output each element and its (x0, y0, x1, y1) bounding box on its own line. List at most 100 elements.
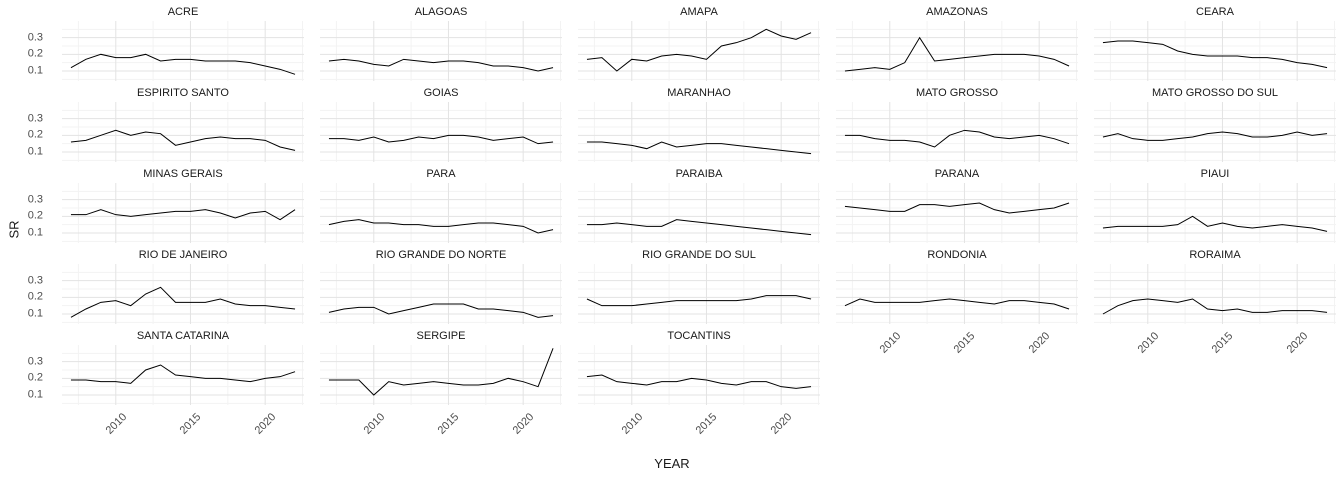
x-tick-label: 2015 (178, 411, 204, 437)
data-line (845, 299, 1069, 309)
data-line (71, 365, 295, 383)
x-tick-label: 2020 (510, 411, 537, 437)
data-line (587, 375, 811, 388)
facet-panel (1094, 21, 1336, 81)
facet-mato-grosso: MATO GROSSO (836, 85, 1078, 166)
x-tick-label: 2010 (619, 411, 646, 437)
x-axis-title: YEAR (654, 456, 690, 471)
facet-title: AMAPA (680, 6, 718, 18)
facet-rio-de-janeiro: RIO DE JANEIRO (62, 247, 304, 328)
facet-row-2: 0.3 0.2 0.1 ESPIRITO SANTO GOIAS MARANHAO MATO… (6, 85, 1336, 166)
y-axis-ticks: 0.3 0.2 0.1 (6, 85, 46, 166)
y-tick-label: 0.1 (27, 145, 43, 158)
facet-title: RIO DE JANEIRO (138, 249, 228, 261)
facet-row-3: 0.3 0.2 0.1 MINAS GERAIS PARA PARAIBA PARANA PI… (6, 166, 1336, 247)
facet-amazonas: AMAZONAS (836, 4, 1078, 85)
facet-row-4: 0.3 0.2 0.1 RIO DE JANEIRO RIO GRANDE DO NOR… (6, 247, 1336, 356)
y-tick-label: 0.2 (27, 128, 43, 141)
x-axis-ticks: 2010 2015 2020 (578, 407, 820, 443)
facet-title: MARANHAO (667, 87, 731, 99)
facet-panel (578, 264, 820, 324)
facet-title: GOIAS (423, 87, 459, 99)
data-line (71, 287, 295, 317)
facet-panel (320, 183, 562, 243)
facet-panel (62, 345, 304, 405)
facet-title: ESPIRITO SANTO (137, 87, 229, 99)
facet-tocantins: TOCANTINS 2010 2015 2020 (578, 328, 820, 445)
data-line (1103, 299, 1327, 314)
facet-title: RIO GRANDE DO SUL (642, 249, 756, 261)
data-line (1103, 132, 1327, 140)
facet-santa-catarina: SANTA CATARINA 2010 2015 2020 (62, 328, 304, 445)
data-line (587, 29, 811, 71)
facet-title: PARA (426, 168, 456, 180)
facet-title: PARANA (934, 168, 980, 180)
facet-acre: ACRE (62, 4, 304, 85)
y-axis-title: SR (6, 220, 22, 239)
facet-title: RORAIMA (1189, 249, 1241, 261)
facet-ceara: CEARA (1094, 4, 1336, 85)
facet-rondonia: RONDONIA 2010 2015 2020 (836, 247, 1078, 356)
facet-panel (62, 102, 304, 162)
facet-panel (62, 21, 304, 81)
y-axis-ticks: 0.3 0.2 0.1 (6, 4, 46, 85)
facet-panel (1094, 264, 1336, 324)
y-tick-label: 0.1 (27, 307, 43, 320)
facet-mato-grosso-do-sul: MATO GROSSO DO SUL (1094, 85, 1336, 166)
facet-panel (1094, 102, 1336, 162)
facet-roraima: RORAIMA 2010 2015 2020 (1094, 247, 1336, 356)
data-line (845, 130, 1069, 147)
data-line (329, 220, 553, 233)
data-line (71, 54, 295, 74)
facet-title: CEARA (1196, 6, 1234, 18)
facet-alagoas: ALAGOAS (320, 4, 562, 85)
data-line (329, 135, 553, 143)
facet-panel (62, 264, 304, 324)
y-tick-label: 0.2 (27, 209, 43, 222)
data-line (1103, 41, 1327, 68)
data-line (71, 130, 295, 150)
facet-panel (62, 183, 304, 243)
data-line (71, 210, 295, 220)
y-tick-label: 0.2 (27, 371, 43, 384)
facet-amapa: AMAPA (578, 4, 820, 85)
data-line (1103, 216, 1327, 231)
y-axis-ticks: 0.3 0.2 0.1 (6, 328, 46, 445)
facet-panel (836, 183, 1078, 243)
facet-title: MINAS GERAIS (143, 168, 223, 180)
facet-panel (1094, 183, 1336, 243)
y-tick-label: 0.1 (27, 226, 43, 239)
facet-title: TOCANTINS (667, 330, 731, 342)
facet-rio-grande-do-norte: RIO GRANDE DO NORTE (320, 247, 562, 328)
y-tick-label: 0.2 (27, 290, 43, 303)
facet-panel (836, 264, 1078, 324)
empty-cell (836, 328, 1078, 445)
facet-panel (320, 21, 562, 81)
x-axis-ticks: 2010 2015 2020 (320, 407, 562, 443)
facet-title: AMAZONAS (926, 6, 988, 18)
x-axis-ticks: 2010 2015 2020 (62, 407, 304, 443)
facet-title: RIO GRANDE DO NORTE (375, 249, 507, 261)
facet-sergipe: SERGIPE 2010 2015 2020 (320, 328, 562, 445)
facet-goias: GOIAS (320, 85, 562, 166)
facet-para: PARA (320, 166, 562, 247)
y-tick-label: 0.1 (27, 64, 43, 77)
x-tick-label: 2015 (694, 411, 720, 437)
facet-title: SERGIPE (416, 330, 466, 342)
y-tick-label: 0.3 (27, 31, 43, 44)
facet-row-1: 0.3 0.2 0.1 ACRE ALAGOAS AMAPA AMAZONAS CEARA (6, 4, 1336, 85)
facet-title: PIAUI (1200, 168, 1230, 180)
data-line (587, 142, 811, 154)
facet-grid: 0.3 0.2 0.1 ACRE ALAGOAS AMAPA AMAZONAS CEARA 0.… (6, 4, 1336, 445)
facet-title: PARAIBA (675, 168, 723, 180)
x-tick-label: 2010 (361, 411, 388, 437)
y-axis-ticks: 0.3 0.2 0.1 (6, 166, 46, 247)
x-tick-label: 2015 (436, 411, 462, 437)
facet-row-5: 0.3 0.2 0.1 SANTA CATARINA 2010 2015 2020 SERGI… (6, 328, 1336, 445)
facet-espirito-santo: ESPIRITO SANTO (62, 85, 304, 166)
facet-panel (320, 102, 562, 162)
facet-title: ACRE (167, 6, 199, 18)
data-line (587, 220, 811, 235)
data-line (845, 38, 1069, 71)
